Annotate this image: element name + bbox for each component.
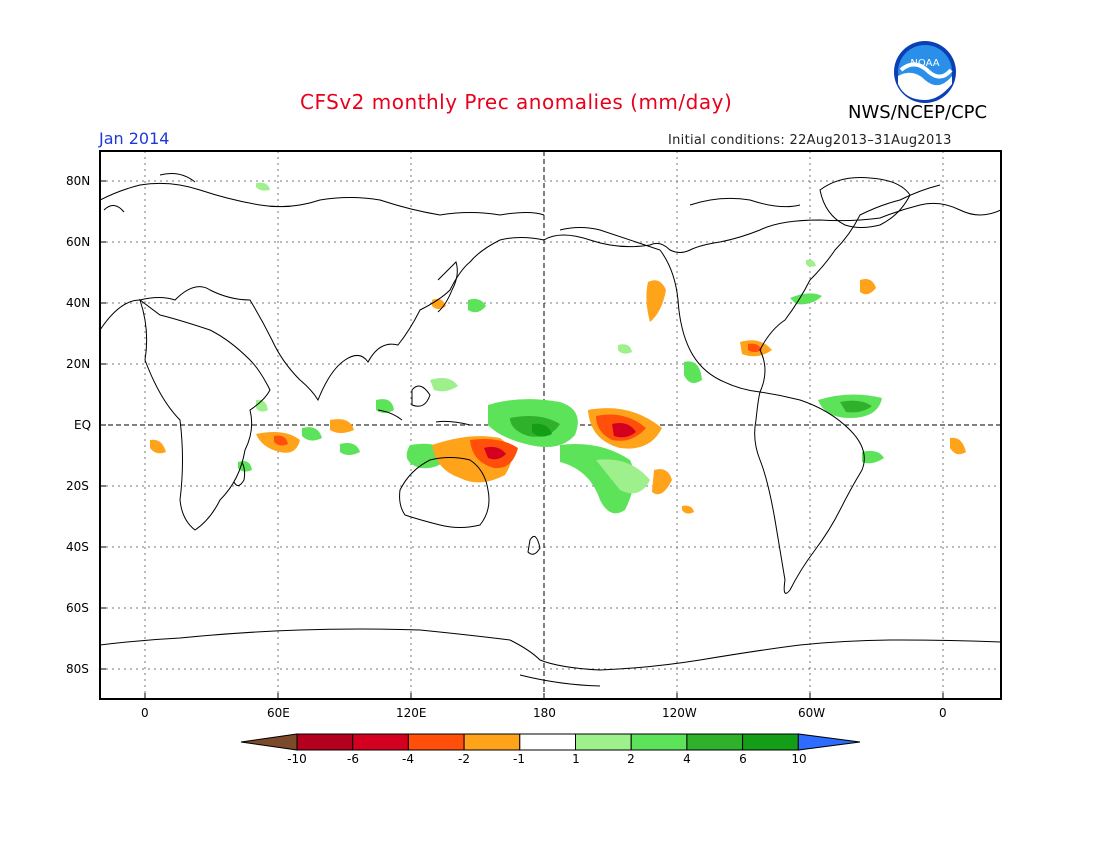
colorbar-swatch	[463, 733, 521, 751]
lat-label: 40N	[66, 296, 91, 310]
lon-label: 120E	[396, 706, 427, 720]
lon-label: 60W	[798, 706, 826, 720]
colorbar-arrow-high	[797, 733, 861, 751]
colorbar-label: -10	[287, 752, 307, 766]
lat-label: 60S	[66, 601, 89, 615]
colorbar-swatch	[296, 733, 354, 751]
lat-label: 20S	[66, 479, 89, 493]
colorbar-label: -6	[347, 752, 359, 766]
logo-text: NOAA	[910, 58, 939, 69]
colorbar-arrow-low	[240, 733, 298, 751]
agency-label: NWS/NCEP/CPC	[848, 102, 988, 123]
colorbar-label: 6	[739, 752, 747, 766]
lon-label: 120W	[662, 706, 697, 720]
colorbar-label: 4	[683, 752, 691, 766]
colorbar-swatch	[519, 733, 576, 751]
map-title: CFSv2 monthly Prec anomalies (mm/day)	[300, 90, 733, 114]
lon-label: 60E	[267, 706, 290, 720]
lat-label: 60N	[66, 235, 91, 249]
colorbar-swatch	[407, 733, 465, 751]
colorbar-label: 2	[627, 752, 635, 766]
noaa-logo-icon: NOAA	[894, 41, 956, 103]
colorbar-swatch	[742, 733, 799, 751]
colorbar-label: -4	[402, 752, 414, 766]
lat-label: 80N	[66, 174, 91, 188]
colorbar	[240, 733, 861, 751]
initial-conditions: Initial conditions: 22Aug2013–31Aug2013	[668, 133, 952, 148]
target-month: Jan 2014	[99, 129, 170, 148]
colorbar-swatch	[575, 733, 632, 751]
colorbar-label: -2	[458, 752, 470, 766]
lon-label: 0	[141, 706, 149, 720]
coastlines	[100, 173, 1001, 687]
ticks	[100, 180, 944, 699]
lon-label: 0	[939, 706, 947, 720]
lat-label: 20N	[66, 357, 91, 371]
lon-label: 180	[533, 706, 556, 720]
colorbar-label: -1	[513, 752, 525, 766]
gridlines	[100, 151, 1001, 699]
lat-label: 80S	[66, 662, 89, 676]
colorbar-swatch	[352, 733, 409, 751]
lat-label: 40S	[66, 540, 89, 554]
colorbar-swatch	[686, 733, 744, 751]
lat-label: EQ	[74, 418, 92, 432]
colorbar-label: 10	[791, 752, 807, 766]
colorbar-swatch	[630, 733, 688, 751]
colorbar-label: 1	[572, 752, 580, 766]
